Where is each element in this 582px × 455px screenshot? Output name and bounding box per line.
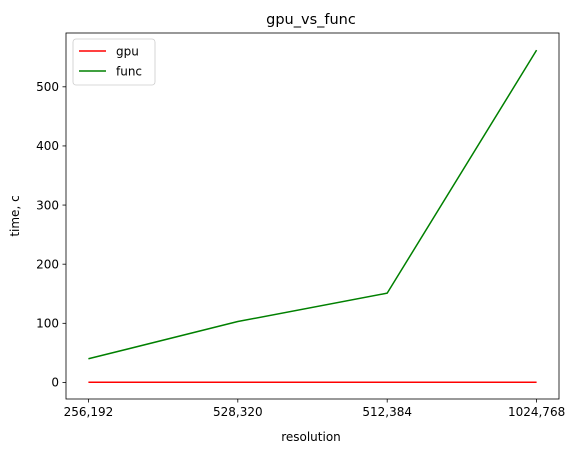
y-tick-label: 100	[36, 317, 59, 331]
x-axis-ticks: 256,192 528,320 512,384 1024,768	[64, 399, 565, 419]
legend-label-gpu: gpu	[116, 44, 139, 58]
plot-area	[65, 32, 560, 400]
legend: gpu func	[72, 38, 156, 86]
series-group	[88, 49, 538, 384]
plot-frame	[65, 32, 560, 400]
x-axis-label: resolution	[281, 430, 341, 444]
x-tick-label: 1024,768	[508, 405, 565, 419]
x-tick-label: 256,192	[64, 405, 114, 419]
y-tick-label: 300	[36, 198, 59, 212]
y-tick-label: 500	[36, 80, 59, 94]
y-tick-label: 0	[51, 376, 59, 390]
y-tick-label: 200	[36, 257, 59, 271]
y-tick-label: 400	[36, 139, 59, 153]
y-axis-ticks: 0 100 200 300 400 500	[36, 80, 66, 390]
chart-title: gpu_vs_func	[266, 12, 356, 28]
legend-box	[72, 38, 156, 86]
x-tick-label: 528,320	[213, 405, 263, 419]
x-tick-label: 512,384	[362, 405, 412, 419]
legend-label-func: func	[116, 64, 142, 78]
y-axis-label: time, c	[8, 195, 22, 236]
series-line-func	[88, 49, 538, 360]
